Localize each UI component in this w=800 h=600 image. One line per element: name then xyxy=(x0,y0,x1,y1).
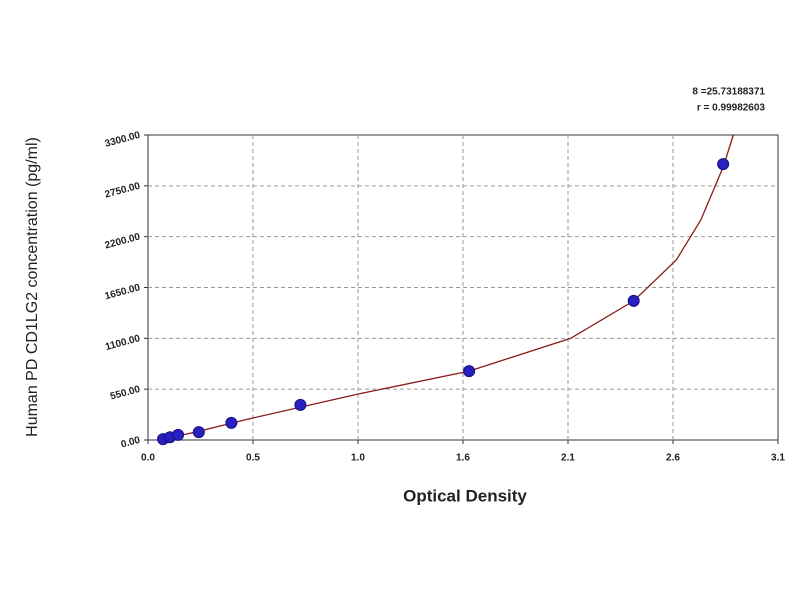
data-point xyxy=(192,426,205,439)
y-tick-label: 2750.00 xyxy=(104,181,142,201)
data-point xyxy=(627,294,640,307)
data-point xyxy=(294,398,307,411)
x-tick-label: 2.6 xyxy=(666,453,680,464)
y-tick-label: 550.00 xyxy=(109,384,142,403)
annotation: r = 0.99982603 xyxy=(697,103,766,114)
data-point xyxy=(717,158,730,171)
x-tick-label: 2.1 xyxy=(561,453,575,464)
x-tick-label: 0.0 xyxy=(141,453,155,464)
y-tick-label: 0.00 xyxy=(120,435,142,451)
y-tick-label: 1650.00 xyxy=(104,282,142,302)
x-axis-title: Optical Density xyxy=(403,486,527,505)
data-point xyxy=(225,416,238,429)
x-tick-label: 3.1 xyxy=(771,453,785,464)
x-tick-label: 1.0 xyxy=(351,453,365,464)
y-tick-label: 1100.00 xyxy=(104,333,142,353)
data-point xyxy=(172,428,185,441)
x-tick-label: 0.5 xyxy=(246,453,260,464)
y-axis-title: Human PD CD1LG2 concentration (pg/ml) xyxy=(24,137,41,437)
y-tick-label: 3300.00 xyxy=(104,130,142,150)
data-point xyxy=(463,365,476,378)
x-tick-label: 1.6 xyxy=(456,453,470,464)
y-tick-label: 2200.00 xyxy=(104,231,142,251)
annotation: 8 =25.73188371 xyxy=(692,87,765,98)
